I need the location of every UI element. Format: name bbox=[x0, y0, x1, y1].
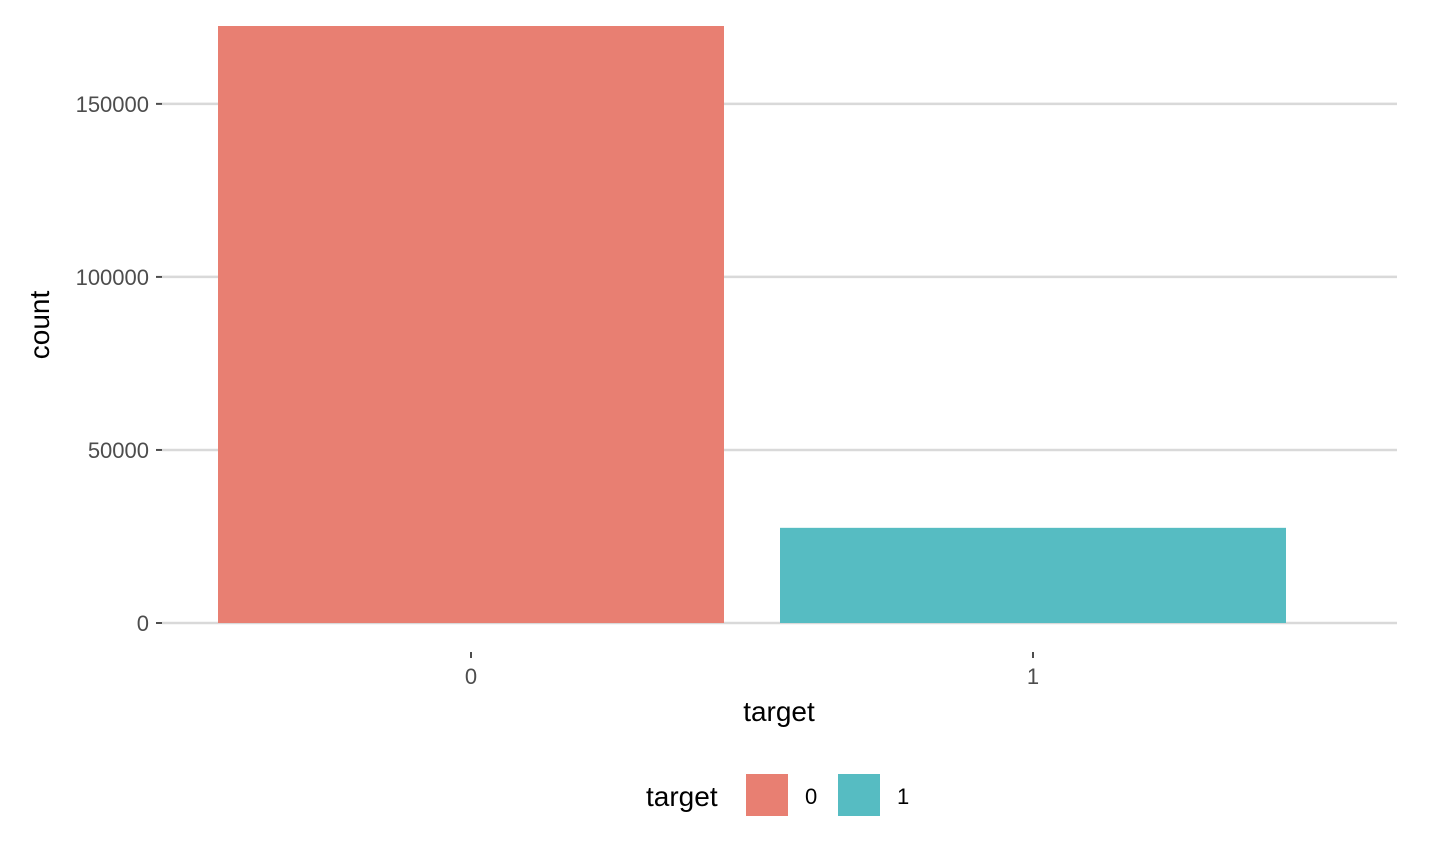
legend-label-0: 0 bbox=[805, 784, 817, 809]
y-tick-label: 0 bbox=[137, 611, 149, 636]
legend-title: target bbox=[646, 781, 718, 812]
bars-layer bbox=[218, 26, 1286, 623]
x-axis-title: target bbox=[743, 696, 815, 727]
x-tick-label: 1 bbox=[1027, 664, 1039, 689]
y-tick-label: 150000 bbox=[76, 92, 149, 117]
y-tick-label: 100000 bbox=[76, 265, 149, 290]
legend-key-0 bbox=[746, 774, 788, 816]
legend-key-1 bbox=[838, 774, 880, 816]
legend: target 0 1 bbox=[646, 774, 909, 816]
bar-1 bbox=[780, 527, 1286, 623]
bar-0 bbox=[218, 26, 724, 623]
x-tick-label: 0 bbox=[465, 664, 477, 689]
y-axis-title: count bbox=[24, 291, 55, 360]
y-axis: 0 50000 100000 150000 bbox=[76, 92, 162, 636]
legend-label-1: 1 bbox=[897, 784, 909, 809]
y-tick-label: 50000 bbox=[88, 438, 149, 463]
